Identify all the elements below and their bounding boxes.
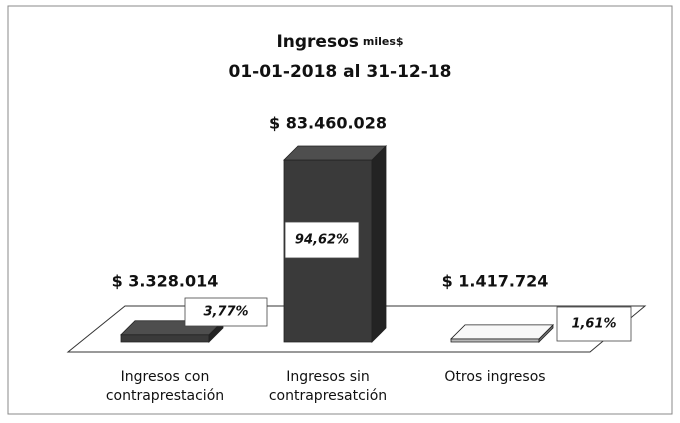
bar-side	[371, 145, 387, 343]
value-label: $ 1.417.724	[442, 272, 549, 291]
value-label: $ 83.460.028	[269, 114, 387, 133]
share-box	[284, 221, 360, 259]
chart-title: Ingresos	[276, 32, 358, 52]
bar-top	[450, 324, 554, 340]
x-tick-label: Otros ingresos	[444, 369, 546, 385]
bar-front	[120, 334, 210, 343]
share-box	[556, 306, 632, 342]
x-tick-label: Ingresos sin contrapresatción	[268, 369, 388, 404]
unit: miles$	[363, 35, 404, 48]
share-label: 3,77%	[203, 305, 248, 320]
bar	[283, 145, 387, 343]
x-tick-label: Ingresos con contraprestación	[105, 369, 225, 404]
bar-front	[450, 338, 540, 343]
value-label: $ 3.328.014	[112, 272, 219, 291]
title-line: Ingresos miles$	[276, 32, 403, 52]
share-label: 94,62%	[295, 233, 349, 248]
bar	[450, 323, 554, 343]
share-box	[184, 297, 268, 327]
share-label: 1,61%	[571, 317, 616, 332]
subtitle: 01-01-2018 al 31-12-18	[229, 62, 452, 82]
bar-top	[283, 145, 387, 161]
